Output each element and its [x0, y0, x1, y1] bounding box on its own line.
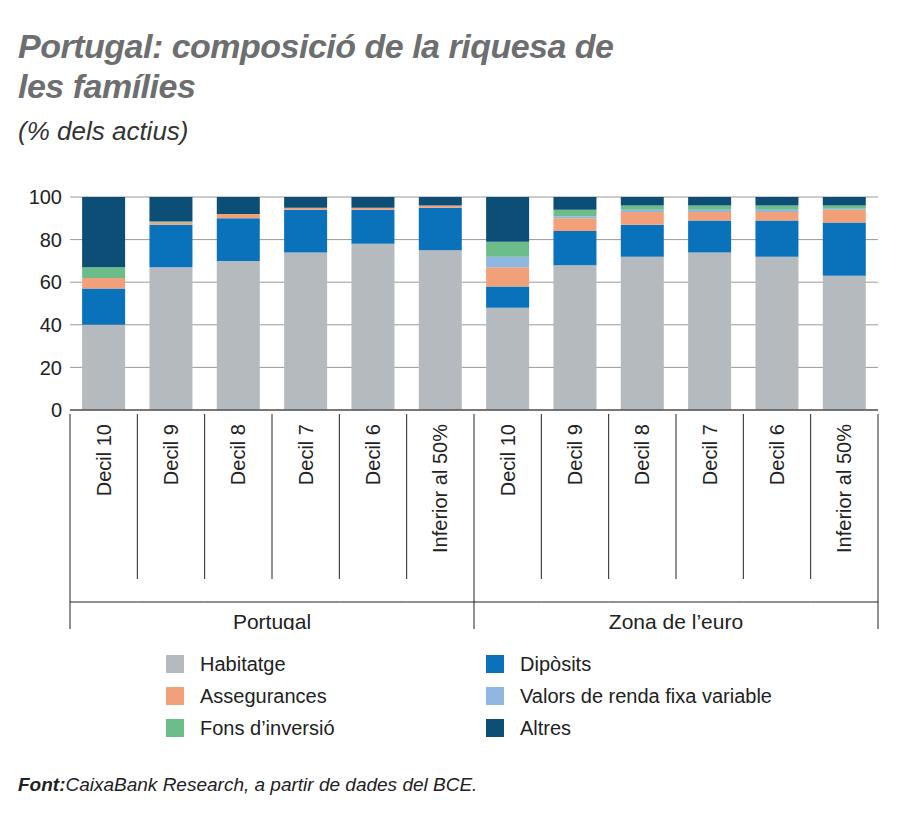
- html-text:Dipòsits: Dipòsits: [520, 652, 592, 675]
- svg-text:Decil 6: Decil 6: [362, 424, 384, 485]
- html-text:Altres: Altres: [520, 716, 572, 739]
- svg-text:Zona de l’euro: Zona de l’euro: [609, 610, 743, 631]
- html-text:Habitatge: Habitatge: [200, 652, 286, 675]
- svg-text:100: 100: [29, 186, 62, 208]
- svg-text:Decil 8: Decil 8: [631, 424, 653, 485]
- svg-text:Decil 9: Decil 9: [564, 424, 586, 485]
- html-text:Fons d’inversió: Fons d’inversió: [200, 716, 335, 739]
- svg-text:60: 60: [40, 271, 62, 293]
- html-text:Assegurances: Assegurances: [200, 684, 327, 707]
- svg-text:80: 80: [40, 229, 62, 251]
- html-text:Font: CaixaBank Research, a pa: Font: CaixaBank Research, a partir de da…: [18, 774, 478, 795]
- html-text:Portugal: composició de la riq: Portugal: composició de la riquesa de le…: [18, 27, 614, 105]
- svg-text:20: 20: [40, 357, 62, 379]
- svg-text:Decil 10: Decil 10: [93, 424, 115, 496]
- svg-text:Decil 6: Decil 6: [766, 424, 788, 485]
- svg-text:0: 0: [51, 399, 62, 421]
- html-text:(% dels actius): (% dels actius): [18, 116, 189, 146]
- svg-text:Decil 7: Decil 7: [699, 424, 721, 485]
- svg-text:Inferior al 50%: Inferior al 50%: [429, 424, 451, 553]
- svg-text:40: 40: [40, 314, 62, 336]
- svg-text:Decil 10: Decil 10: [497, 424, 519, 496]
- svg-text:Decil 8: Decil 8: [227, 424, 249, 485]
- svg-text:Inferior al 50%: Inferior al 50%: [833, 424, 855, 553]
- html-text:Valors de renda fixa variable: Valors de renda fixa variable: [520, 684, 772, 707]
- svg-text:Decil 7: Decil 7: [295, 424, 317, 485]
- svg-text:Portugal: Portugal: [233, 610, 311, 631]
- svg-text:Decil 9: Decil 9: [160, 424, 182, 485]
